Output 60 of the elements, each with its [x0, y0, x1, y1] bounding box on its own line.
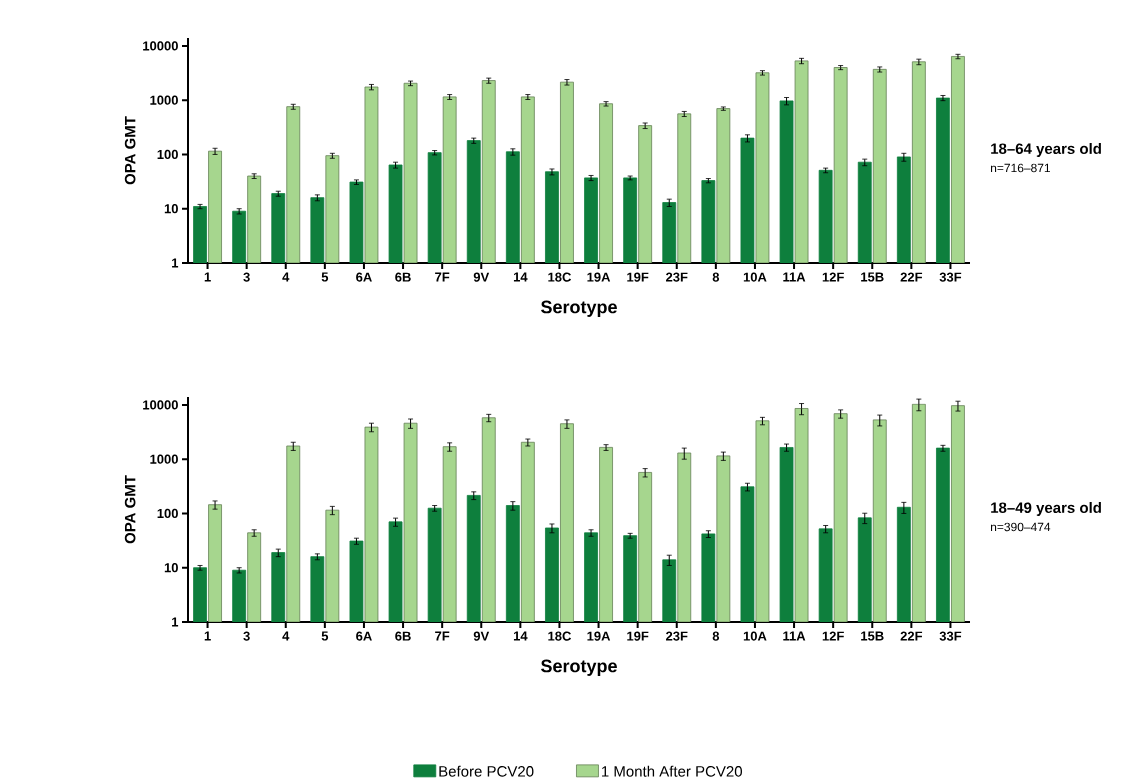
y-tick-label: 10 [164, 563, 178, 573]
x-tick-label: 14 [513, 631, 528, 641]
x-axis-title: Serotype [541, 659, 617, 676]
y-tick-label: 10 [164, 204, 178, 214]
x-tick-label: 18C [548, 631, 572, 641]
x-tick-label: 15B [861, 631, 884, 641]
x-tick-label: 6A [356, 272, 372, 282]
y-tick-label: 1 [172, 617, 179, 627]
y-tick-label: 100 [157, 149, 178, 160]
x-tick-label: 6B [395, 272, 411, 282]
x-tick-label: 22F [900, 631, 923, 641]
x-tick-label: 33F [939, 272, 962, 282]
x-tick-label: 8 [712, 272, 720, 282]
x-tick-label: 19A [587, 631, 611, 641]
y-axis-title: OPA GMT [124, 475, 136, 544]
x-tick-label: 22F [900, 272, 923, 282]
legend-label: 1 Month After PCV20 [602, 765, 742, 777]
x-tick-label: 15B [861, 272, 884, 282]
y-tick-label: 100 [157, 508, 178, 519]
x-tick-label: 1 [204, 272, 211, 282]
text: 18–64 years old [991, 143, 1101, 157]
text: n=390–474 [991, 522, 1051, 532]
x-tick-label: 23F [666, 631, 688, 641]
x-tick-label: 11A [783, 272, 806, 282]
x-tick-label: 10A [743, 631, 767, 641]
x-tick-label: 1 [204, 631, 211, 641]
x-tick-label: 9V [473, 272, 490, 282]
x-tick-label: 5 [321, 631, 329, 641]
x-tick-label: 19F [627, 631, 649, 641]
x-tick-label: 5 [321, 272, 329, 282]
x-tick-label: 4 [282, 631, 290, 641]
x-tick-label: 33F [939, 631, 962, 641]
x-tick-label: 11A [783, 631, 806, 641]
x-tick-label: 19F [627, 272, 649, 282]
x-tick-label: 12F [822, 631, 844, 641]
y-tick-label: 1000 [150, 454, 178, 464]
y-tick-label: 1000 [150, 95, 178, 105]
y-tick-label: 10000 [143, 400, 178, 410]
x-tick-label: 7F [435, 631, 450, 641]
x-tick-label: 6B [395, 631, 411, 641]
x-tick-label: 10A [743, 272, 767, 282]
y-tick-label: 1 [172, 258, 179, 268]
x-tick-label: 14 [513, 272, 528, 282]
y-axis-title: OPA GMT [124, 116, 136, 185]
legend-label: Before PCV20 [439, 765, 534, 777]
x-axis-title: Serotype [541, 300, 617, 317]
x-tick-label: 19A [587, 272, 611, 282]
x-tick-label: 8 [712, 631, 720, 641]
x-tick-label: 7F [435, 272, 450, 282]
x-tick-label: 3 [243, 272, 250, 282]
x-tick-label: 6A [356, 631, 372, 641]
text: 18–49 years old [991, 501, 1101, 516]
text: n=716–871 [991, 163, 1050, 173]
x-tick-label: 18C [548, 272, 572, 282]
x-tick-label: 23F [666, 272, 688, 282]
y-tick-label: 10000 [143, 41, 178, 51]
x-tick-label: 12F [822, 272, 844, 282]
x-tick-label: 9V [473, 631, 490, 641]
x-tick-label: 3 [243, 631, 250, 641]
x-tick-label: 4 [282, 272, 290, 282]
